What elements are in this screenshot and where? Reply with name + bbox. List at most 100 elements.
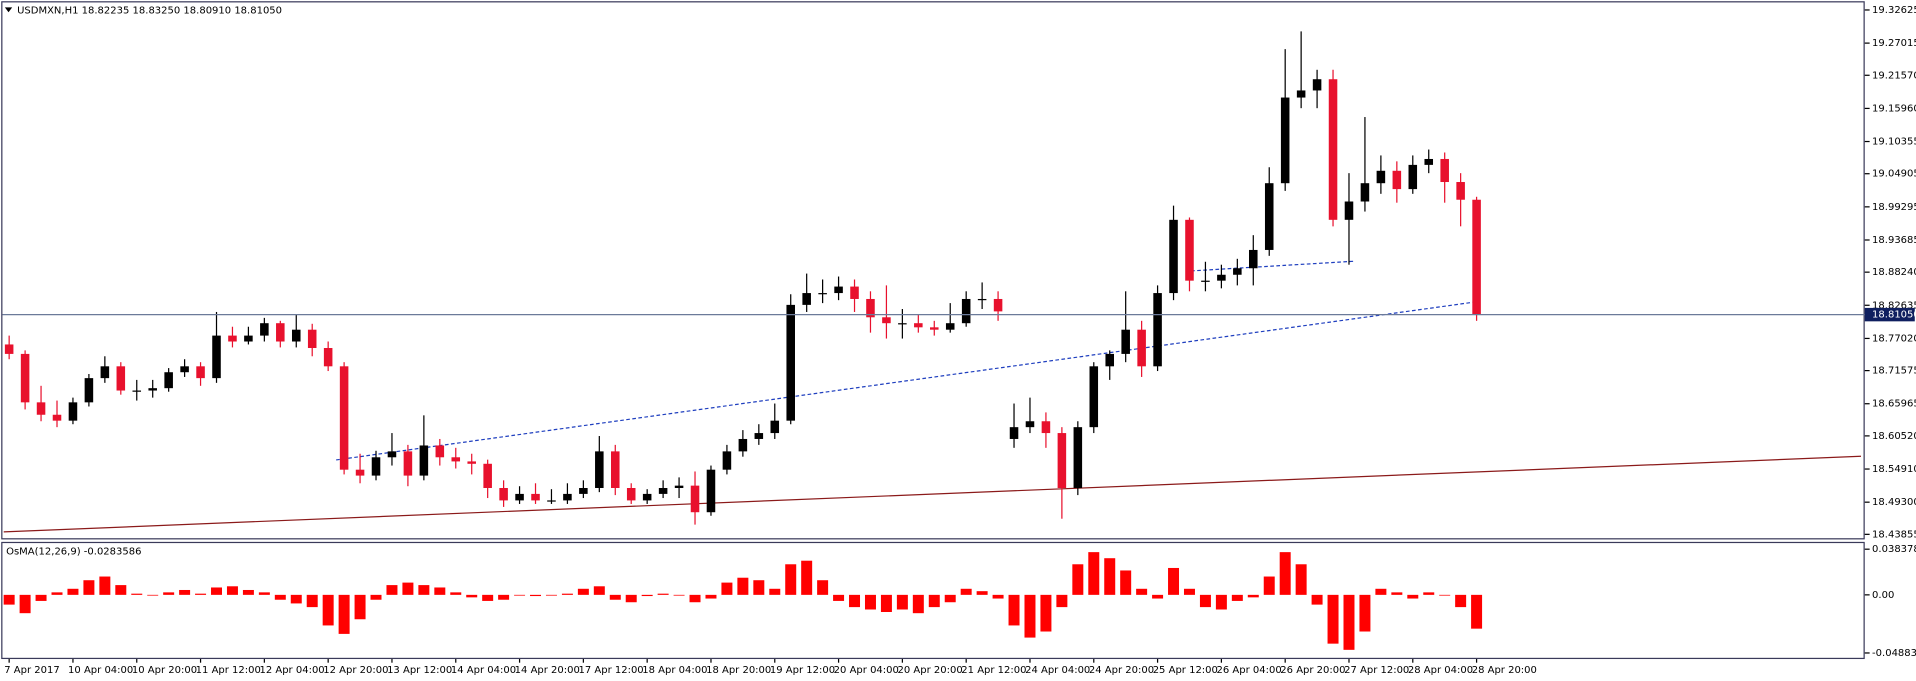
osma-bar [1295, 564, 1307, 595]
candle-body [706, 469, 716, 513]
candle-body [1472, 199, 1481, 315]
osma-bar [864, 594, 876, 610]
y-tick-label: 18.99295 [1872, 202, 1916, 213]
osma-bar [1136, 588, 1148, 595]
osma-bar [1072, 564, 1084, 595]
candle-body [547, 500, 556, 502]
osma-bar [131, 593, 143, 595]
osma-bar [35, 594, 47, 601]
osma-bar [3, 594, 15, 605]
y-tick-label: 19.32625 [1872, 5, 1916, 16]
osma-bar [992, 594, 1004, 599]
candle-body [1456, 182, 1465, 200]
candle-body [36, 402, 46, 415]
osma-bar [386, 585, 398, 595]
osma-bar [721, 582, 733, 595]
candle-body [228, 335, 237, 342]
x-tick-label: 14 Apr 04:00 [451, 665, 516, 676]
candle-body [419, 445, 429, 476]
candle-body [451, 457, 461, 462]
x-tick-label: 24 Apr 20:00 [1089, 665, 1154, 676]
osma-bar [944, 594, 956, 603]
osma-bar [450, 592, 462, 595]
candle-body [642, 493, 652, 501]
osma-bar [928, 594, 940, 608]
osma-bar [211, 587, 222, 595]
x-tick-label: 28 Apr 04:00 [1408, 665, 1473, 676]
candle-body [818, 293, 827, 295]
candle-body [291, 329, 301, 342]
osma-bar [1279, 552, 1291, 595]
osma-bar [322, 594, 334, 626]
osma-bar [1343, 594, 1355, 650]
menu-arrow[interactable] [4, 7, 13, 13]
osma-bar [577, 588, 589, 595]
candle-body [1185, 219, 1194, 281]
candle-body [499, 487, 508, 501]
osma-bar [976, 591, 988, 595]
candle-body [212, 335, 221, 379]
candle-body [1137, 329, 1146, 367]
x-tick-label: 26 Apr 04:00 [1217, 665, 1282, 676]
candle-body [196, 366, 205, 379]
candle-body [467, 461, 476, 464]
osma-bar [514, 594, 526, 596]
x-tick-label: 24 Apr 04:00 [1025, 665, 1090, 676]
y-tick-label: 18.82635 [1872, 300, 1916, 311]
osma-bar [880, 594, 892, 612]
x-tick-label: 17 Apr 12:00 [578, 665, 643, 676]
candle-body [1328, 79, 1338, 220]
x-tick-label: 14 Apr 20:00 [515, 665, 580, 676]
x-tick-label: 13 Apr 12:00 [387, 665, 452, 676]
y-tick-label: 19.21570 [1872, 70, 1916, 81]
candle-body [116, 366, 126, 391]
candle-body [945, 323, 955, 330]
x-tick-label: 26 Apr 20:00 [1280, 665, 1345, 676]
y-tick-label: -0.048832 [1872, 648, 1916, 659]
candle-body [1217, 274, 1226, 281]
osma-bar [147, 594, 159, 596]
osma-bar [1423, 592, 1435, 595]
candle-body [658, 487, 668, 494]
candle-body [276, 323, 285, 342]
oscillator-panel [1, 541, 1865, 660]
x-tick-label: 7 Apr 2017 [4, 665, 59, 676]
osma-bar [51, 592, 63, 595]
osma-bar [258, 592, 270, 595]
osma-bar [1471, 594, 1483, 629]
osma-bar [769, 588, 781, 595]
candle-body [244, 335, 253, 342]
trendline [3, 455, 1862, 533]
candle-body [148, 388, 157, 391]
osma-bar [817, 580, 829, 595]
candle-body [898, 323, 907, 325]
candle-body [20, 353, 30, 403]
candle-body [690, 485, 700, 513]
osma-bar [1263, 576, 1275, 595]
candle-body [1169, 219, 1178, 294]
candle-body [1121, 329, 1130, 354]
osma-bar [242, 589, 254, 595]
candle-body [626, 487, 636, 501]
osma-bar [1024, 594, 1036, 638]
osma-bar [179, 589, 191, 595]
candle-body [802, 293, 811, 305]
x-tick-label: 25 Apr 12:00 [1153, 665, 1218, 676]
candle-body [515, 493, 524, 501]
candle-body [1312, 79, 1322, 91]
candle-body [323, 348, 333, 367]
osma-bar [833, 594, 845, 601]
candle-body [579, 487, 588, 494]
candle-body [339, 366, 349, 470]
osma-bar [785, 564, 797, 595]
osma-bar [593, 586, 605, 595]
osma-bar [354, 594, 366, 620]
trendline [1191, 260, 1356, 272]
osma-bar [498, 594, 510, 600]
candle-body [1233, 268, 1242, 275]
candle-body [84, 378, 94, 403]
osma-bar [99, 576, 111, 595]
y-tick-label: 19.27015 [1872, 38, 1916, 49]
osma-bar [1231, 594, 1243, 601]
candle-body [52, 414, 62, 421]
